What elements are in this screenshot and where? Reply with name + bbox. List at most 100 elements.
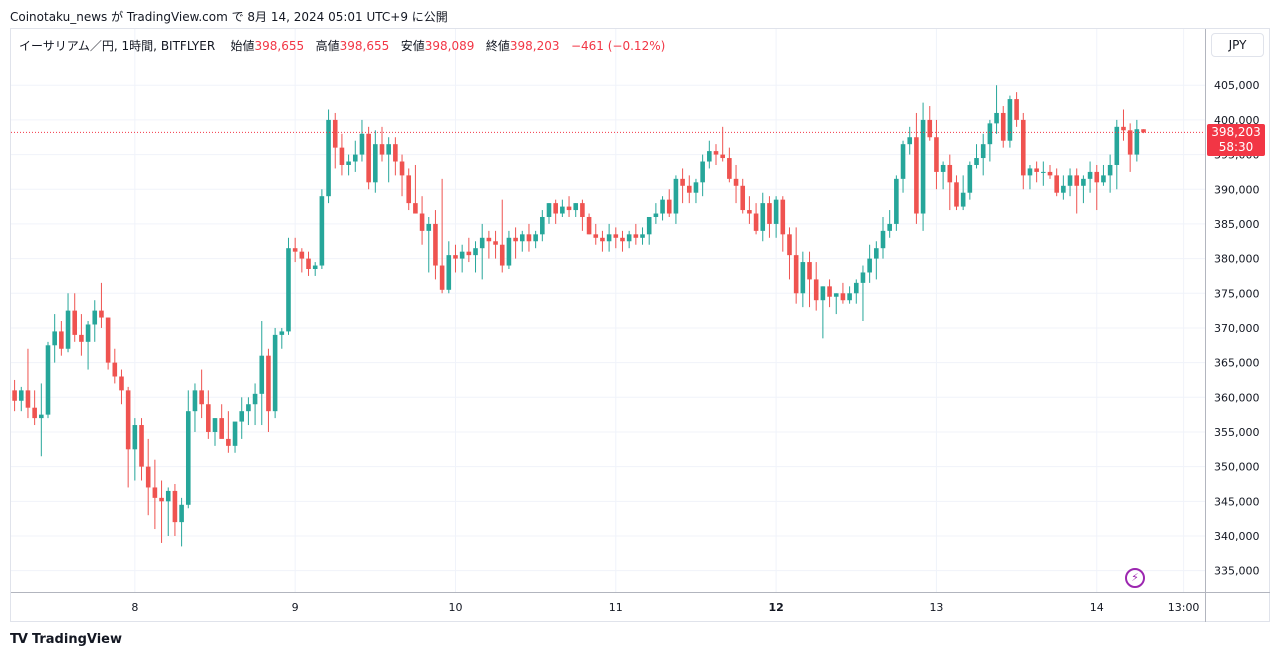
candle[interactable] — [352, 140, 358, 172]
candle[interactable] — [399, 154, 405, 197]
candle[interactable] — [379, 126, 385, 162]
candle[interactable] — [259, 321, 265, 426]
candle[interactable] — [974, 144, 979, 169]
candle[interactable] — [727, 147, 732, 183]
candle[interactable] — [306, 251, 311, 276]
candle[interactable] — [1081, 175, 1086, 204]
candle[interactable] — [1034, 161, 1039, 183]
candle[interactable] — [813, 262, 819, 311]
candle[interactable] — [499, 199, 505, 273]
candle[interactable] — [914, 112, 919, 224]
candle[interactable] — [52, 314, 57, 363]
lightning-icon[interactable]: ⚡ — [1125, 568, 1145, 588]
candle[interactable] — [319, 189, 325, 270]
candle[interactable] — [359, 119, 365, 162]
candle[interactable] — [673, 175, 679, 224]
candle[interactable] — [12, 379, 17, 412]
candle[interactable] — [299, 248, 305, 273]
candle[interactable] — [1041, 161, 1046, 186]
candle[interactable] — [373, 130, 378, 193]
candle[interactable] — [560, 199, 565, 217]
candle[interactable] — [326, 109, 331, 204]
candle[interactable] — [660, 196, 665, 221]
candle[interactable] — [967, 161, 973, 200]
candle[interactable] — [820, 286, 826, 339]
candle[interactable] — [459, 244, 465, 273]
candle[interactable] — [25, 348, 31, 419]
candle[interactable] — [39, 383, 44, 457]
candle[interactable] — [1087, 161, 1093, 193]
candle[interactable] — [125, 386, 131, 488]
candle[interactable] — [1020, 112, 1026, 190]
candle[interactable] — [566, 196, 572, 217]
candle[interactable] — [793, 227, 799, 304]
candle[interactable] — [433, 210, 438, 280]
candle[interactable] — [479, 223, 485, 280]
candle[interactable] — [954, 175, 959, 211]
tradingview-footer[interactable]: TV TradingView — [10, 632, 122, 647]
candle[interactable] — [266, 348, 271, 432]
candle[interactable] — [1074, 168, 1080, 214]
candle[interactable] — [105, 317, 111, 370]
candle[interactable] — [920, 102, 926, 231]
candle[interactable] — [366, 126, 371, 190]
candle[interactable] — [519, 230, 525, 252]
candle[interactable] — [707, 140, 712, 169]
candle[interactable] — [894, 175, 899, 231]
candle[interactable] — [185, 390, 191, 509]
candle[interactable] — [994, 85, 999, 134]
candle[interactable] — [640, 227, 645, 245]
candle[interactable] — [239, 397, 245, 439]
candle[interactable] — [533, 230, 538, 249]
candle[interactable] — [172, 483, 178, 536]
candle[interactable] — [580, 199, 585, 231]
candle[interactable] — [486, 230, 492, 259]
candle[interactable] — [339, 133, 345, 176]
candle[interactable] — [1127, 123, 1133, 172]
candle[interactable] — [927, 106, 933, 141]
candle[interactable] — [740, 178, 746, 214]
candle[interactable] — [286, 237, 291, 335]
candle[interactable] — [513, 227, 518, 259]
candle[interactable] — [546, 203, 552, 224]
candle[interactable] — [573, 203, 579, 217]
currency-button[interactable]: JPY — [1211, 33, 1264, 57]
candle[interactable] — [680, 168, 685, 204]
candle[interactable] — [145, 438, 151, 516]
candle[interactable] — [206, 390, 211, 439]
candle[interactable] — [593, 223, 599, 245]
candle[interactable] — [426, 216, 432, 273]
candle[interactable] — [165, 487, 171, 536]
candle[interactable] — [219, 404, 224, 439]
candle[interactable] — [1047, 164, 1053, 179]
candle[interactable] — [1134, 119, 1140, 162]
candle[interactable] — [700, 154, 705, 197]
candle[interactable] — [59, 321, 64, 356]
candle[interactable] — [780, 196, 786, 252]
candle[interactable] — [493, 230, 498, 259]
candle[interactable] — [332, 112, 338, 169]
candle[interactable] — [312, 262, 318, 276]
candle[interactable] — [960, 175, 966, 211]
candle[interactable] — [386, 137, 391, 183]
candle[interactable] — [880, 216, 886, 259]
candle[interactable] — [132, 418, 138, 481]
candle[interactable] — [85, 321, 91, 370]
candle[interactable] — [540, 210, 545, 242]
candle[interactable] — [1067, 168, 1073, 197]
candle[interactable] — [900, 140, 906, 193]
candle[interactable] — [506, 230, 512, 270]
candle[interactable] — [466, 237, 472, 263]
candle[interactable] — [867, 244, 872, 283]
candle[interactable] — [152, 459, 158, 530]
candle[interactable] — [246, 397, 251, 426]
candle[interactable] — [1000, 106, 1006, 148]
candle[interactable] — [800, 251, 806, 308]
candle[interactable] — [1107, 154, 1113, 193]
candle[interactable] — [767, 196, 772, 238]
candle[interactable] — [760, 192, 766, 242]
candle[interactable] — [1014, 92, 1019, 127]
candle[interactable] — [453, 244, 458, 273]
candle[interactable] — [606, 223, 612, 252]
